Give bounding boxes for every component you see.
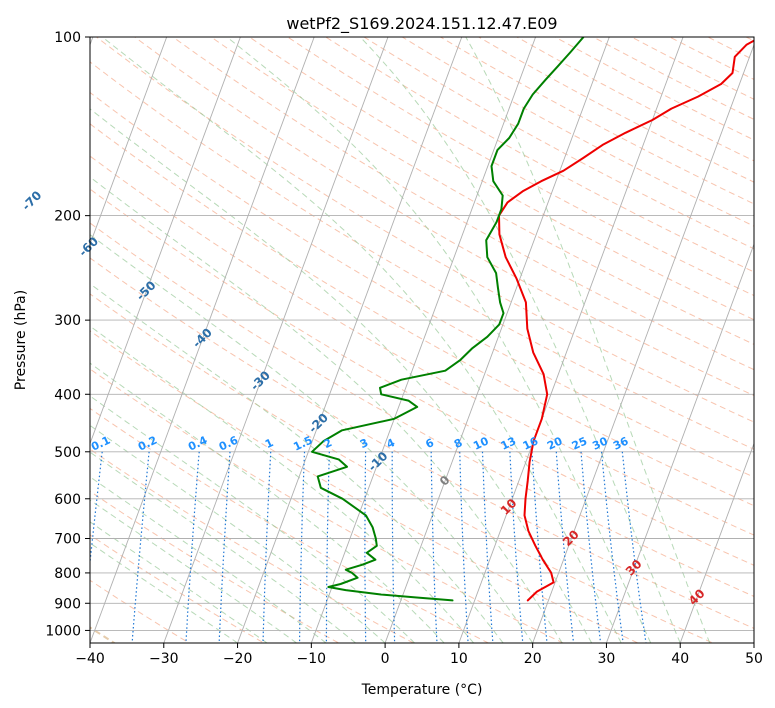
moist-adiabat [90, 542, 238, 643]
moist-adiabat [90, 108, 593, 643]
dry-adiabat [90, 123, 754, 507]
moist-adiabat [90, 521, 268, 643]
isotherm [532, 43, 754, 643]
dry-adiabat [210, 37, 754, 345]
x-tick-label: −10 [297, 651, 327, 667]
dry-adiabat [90, 490, 340, 643]
dry-adiabat [90, 368, 565, 643]
x-tick-label: 40 [671, 651, 689, 667]
isotherm [163, 37, 389, 643]
x-tick-label: −20 [223, 651, 253, 667]
temperature-line [498, 39, 754, 602]
x-tick-label: 50 [745, 651, 763, 667]
isotherm [90, 37, 315, 643]
dry-adiabat [133, 37, 754, 397]
mixing-ratio-label: 30 [590, 434, 610, 452]
mixing-ratio-label: 10 [471, 434, 491, 452]
dry-adiabat [90, 448, 415, 643]
isotherm [458, 37, 684, 643]
y-tick-label: 600 [54, 492, 81, 508]
moist-adiabat [225, 37, 652, 643]
mixing-ratio-line [621, 451, 647, 643]
dry-adiabat [90, 222, 754, 597]
mixing-ratio-label: 16 [521, 434, 541, 452]
plot-frame [89, 36, 755, 644]
mixing-ratio-line [580, 451, 602, 643]
moist-adiabat [465, 37, 711, 643]
moist-adiabat [90, 283, 504, 643]
y-tick-label: 200 [54, 209, 81, 225]
y-tick-label: 100 [54, 30, 81, 46]
dry-adiabat [95, 37, 754, 423]
dry-adiabat [90, 534, 265, 643]
y-tick-label: 400 [54, 387, 81, 403]
dry-adiabat [90, 188, 754, 566]
x-tick-label: −40 [75, 651, 105, 667]
y-tick-label: 900 [54, 596, 81, 612]
x-tick-label: 0 [381, 651, 390, 667]
isotherm [90, 37, 168, 246]
y-tick-label: 800 [54, 566, 81, 582]
y-tick-label: 1000 [45, 623, 81, 639]
x-tick-label: 30 [597, 651, 615, 667]
y-axis-label: Pressure (hPa) [13, 290, 29, 390]
moist-adiabat [90, 476, 327, 643]
dry-adiabat [90, 330, 640, 643]
x-tick-label: −30 [149, 651, 179, 667]
moist-adiabat [90, 424, 386, 643]
dewpoint-line [311, 37, 585, 602]
dry-adiabat [554, 37, 754, 141]
dry-adiabat [90, 91, 754, 478]
x-tick-label: 10 [450, 651, 468, 667]
isotherm [90, 37, 241, 445]
dry-adiabat [363, 37, 754, 250]
moist-adiabat [90, 395, 415, 643]
dry-adiabat [172, 37, 754, 371]
mixing-ratio-line [601, 451, 624, 643]
chart-title: wetPf2_S169.2024.151.12.47.E09 [286, 14, 557, 34]
background-lines [90, 37, 754, 643]
isotherm [605, 242, 754, 643]
dry-adiabat [515, 37, 754, 162]
moist-adiabat [101, 37, 622, 643]
dry-adiabat [324, 37, 754, 273]
x-axis-label: Temperature (°C) [361, 682, 483, 698]
mixing-ratio-line [185, 451, 200, 643]
mixing-ratio-line [90, 451, 103, 569]
mixing-ratio-label: 13 [499, 435, 518, 453]
axis-ticks: −40 −30 −20 −10 0 10 20 30 40 50 100 200 300 400 500 60… [45, 30, 763, 667]
moist-adiabat [90, 499, 297, 643]
y-tick-label: 300 [54, 313, 81, 329]
isotherm [384, 37, 610, 643]
isotherm [310, 37, 537, 643]
profiles [311, 37, 754, 602]
dry-adiabat [90, 61, 754, 450]
moist-adiabat [90, 234, 534, 643]
mixing-ratio-label: 25 [570, 435, 589, 453]
y-tick-label: 700 [54, 532, 81, 548]
x-tick-label: 20 [524, 651, 542, 667]
y-tick-label: 500 [54, 445, 81, 461]
mixing-ratio-label: 20 [545, 434, 565, 452]
isotherm [679, 442, 754, 643]
dry-adiabat [90, 293, 714, 643]
isotherm [237, 37, 463, 643]
dry-adiabat [248, 37, 754, 321]
mixing-ratio-line [131, 451, 150, 643]
moist-adiabat [359, 37, 681, 643]
mixing-ratio-label: 36 [611, 434, 631, 452]
dry-adiabat [90, 155, 754, 536]
